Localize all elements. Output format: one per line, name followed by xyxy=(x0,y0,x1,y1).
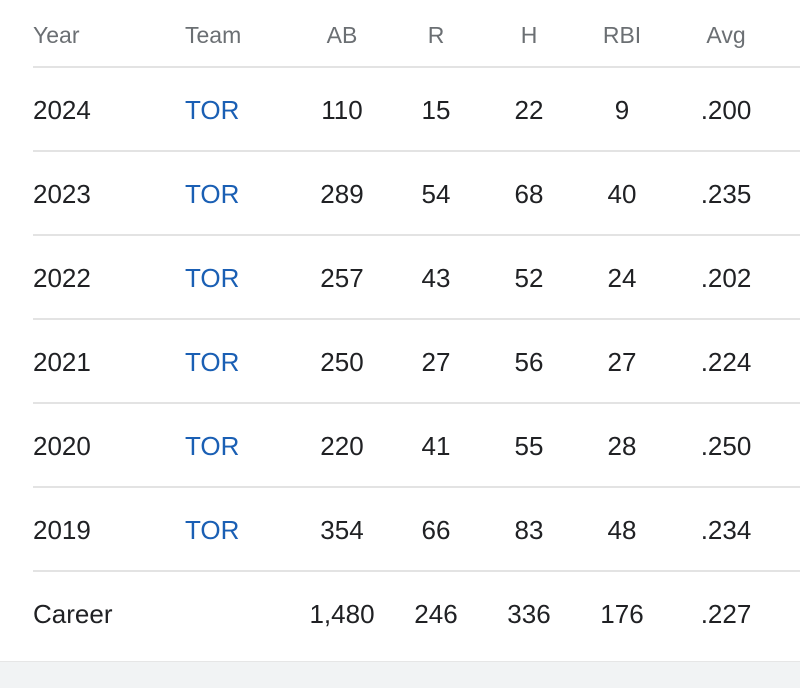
row-divider xyxy=(33,66,800,68)
h-cell: 55 xyxy=(514,431,544,461)
team-link[interactable]: TOR xyxy=(185,515,240,545)
avg-cell: .202 xyxy=(700,263,752,293)
career-h-cell: 336 xyxy=(507,599,551,629)
table-row: 2019 TOR 354 66 83 48 .234 xyxy=(0,488,800,572)
career-ab-cell: 1,480 xyxy=(309,599,375,629)
header-ab: AB xyxy=(326,22,358,48)
table-row: 2021 TOR 250 27 56 27 .224 xyxy=(0,320,800,404)
h-cell: 22 xyxy=(514,95,544,125)
r-cell: 15 xyxy=(421,95,451,125)
r-cell: 54 xyxy=(421,179,451,209)
batting-stats-table: Year Team AB R H RBI Avg 2024 TOR 110 15… xyxy=(0,0,800,656)
r-cell: 66 xyxy=(421,515,451,545)
career-label: Career xyxy=(33,599,113,629)
r-cell: 41 xyxy=(421,431,451,461)
table-row: 2022 TOR 257 43 52 24 .202 xyxy=(0,236,800,320)
rbi-cell: 27 xyxy=(607,347,637,377)
ab-cell: 257 xyxy=(320,263,364,293)
h-cell: 68 xyxy=(514,179,544,209)
ab-cell: 354 xyxy=(320,515,364,545)
r-cell: 27 xyxy=(421,347,451,377)
year-cell: 2022 xyxy=(33,263,91,293)
avg-cell: .250 xyxy=(700,431,752,461)
row-divider xyxy=(33,486,800,488)
career-rbi-cell: 176 xyxy=(600,599,644,629)
team-link[interactable]: TOR xyxy=(185,95,240,125)
header-team: Team xyxy=(185,22,242,48)
table-header-row: Year Team AB R H RBI Avg xyxy=(0,0,800,68)
team-link[interactable]: TOR xyxy=(185,347,240,377)
table-row: 2024 TOR 110 15 22 9 .200 xyxy=(0,68,800,152)
rbi-cell: 9 xyxy=(614,95,630,125)
ab-cell: 110 xyxy=(321,95,363,125)
year-cell: 2019 xyxy=(33,515,91,545)
avg-cell: .224 xyxy=(700,347,752,377)
h-cell: 56 xyxy=(514,347,544,377)
footer-strip xyxy=(0,661,800,688)
table-row: 2020 TOR 220 41 55 28 .250 xyxy=(0,404,800,488)
r-cell: 43 xyxy=(421,263,451,293)
career-r-cell: 246 xyxy=(414,599,458,629)
year-cell: 2021 xyxy=(33,347,91,377)
row-divider xyxy=(33,150,800,152)
avg-cell: .235 xyxy=(700,179,752,209)
team-link[interactable]: TOR xyxy=(185,431,240,461)
year-cell: 2023 xyxy=(33,179,91,209)
rbi-cell: 48 xyxy=(607,515,637,545)
ab-cell: 250 xyxy=(320,347,364,377)
team-link[interactable]: TOR xyxy=(185,263,240,293)
career-avg-cell: .227 xyxy=(700,599,752,629)
rbi-cell: 28 xyxy=(607,431,637,461)
table-row: 2023 TOR 289 54 68 40 .235 xyxy=(0,152,800,236)
ab-cell: 289 xyxy=(320,179,364,209)
row-divider xyxy=(33,570,800,572)
year-cell: 2020 xyxy=(33,431,91,461)
rbi-cell: 24 xyxy=(607,263,637,293)
year-cell: 2024 xyxy=(33,95,91,125)
career-totals-row: Career 1,480 246 336 176 .227 xyxy=(0,572,800,656)
row-divider xyxy=(33,318,800,320)
header-rbi: RBI xyxy=(602,22,642,48)
avg-cell: .200 xyxy=(700,95,752,125)
ab-cell: 220 xyxy=(320,431,364,461)
header-r: R xyxy=(427,22,445,48)
avg-cell: .234 xyxy=(700,515,752,545)
header-avg: Avg xyxy=(706,22,746,48)
header-h: H xyxy=(520,22,538,48)
rbi-cell: 40 xyxy=(607,179,637,209)
row-divider xyxy=(33,234,800,236)
row-divider xyxy=(33,402,800,404)
h-cell: 83 xyxy=(514,515,544,545)
header-year: Year xyxy=(33,22,80,48)
h-cell: 52 xyxy=(514,263,544,293)
team-link[interactable]: TOR xyxy=(185,179,240,209)
